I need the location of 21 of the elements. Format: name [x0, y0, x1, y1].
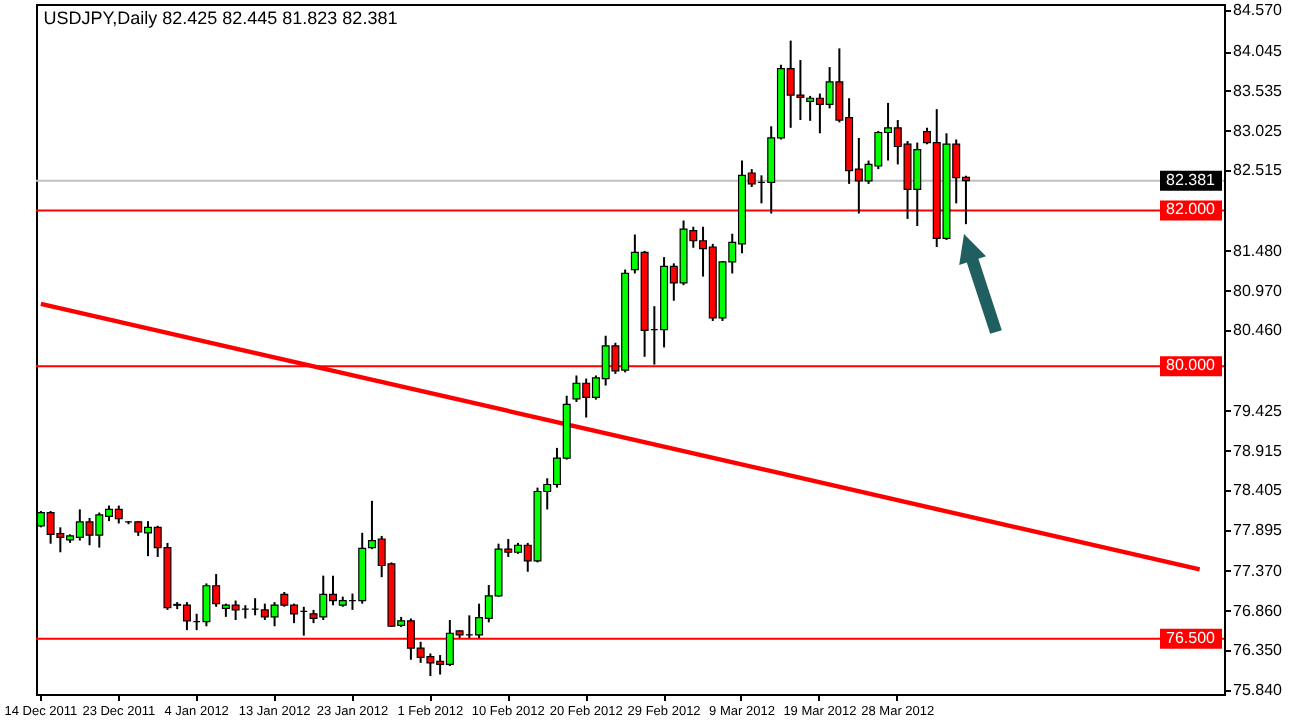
y-tick-label: 78.405 [1233, 481, 1284, 500]
y-tick-label: 84.570 [1233, 1, 1284, 20]
y-tick-label: 79.425 [1233, 401, 1284, 420]
y-tick-label: 77.370 [1233, 561, 1284, 580]
y-tick-label: 75.840 [1233, 681, 1284, 700]
y-tick-label: 83.025 [1233, 121, 1284, 140]
chart-title: USDJPY,Daily 82.425 82.445 81.823 82.381 [43, 8, 398, 29]
ref-line-label: 82.381 [1166, 170, 1217, 189]
y-tick-label: 81.480 [1233, 241, 1284, 260]
y-tick-label: 80.970 [1233, 281, 1284, 300]
y-tick-label: 77.895 [1233, 521, 1284, 540]
y-tick-label: 76.860 [1233, 601, 1284, 620]
y-tick-label: 83.535 [1233, 81, 1284, 100]
y-tick-label: 80.460 [1233, 321, 1284, 340]
y-tick-label: 76.350 [1233, 641, 1284, 660]
y-tick-label: 82.515 [1233, 161, 1284, 180]
y-tick-label: 78.915 [1233, 441, 1284, 460]
ref-line-label: 80.000 [1166, 356, 1217, 375]
ref-line-label: 76.500 [1166, 628, 1217, 647]
y-tick-label: 84.045 [1233, 42, 1284, 61]
ref-line-label: 82.000 [1166, 200, 1217, 219]
